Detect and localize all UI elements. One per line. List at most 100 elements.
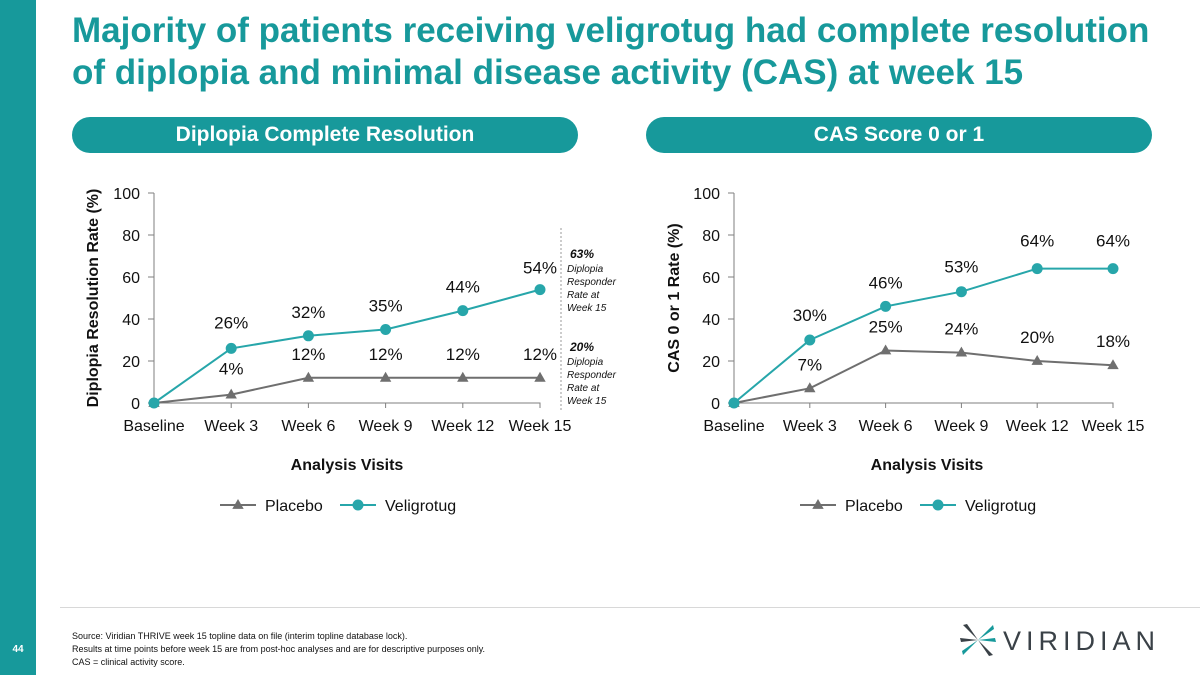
c1-y-tick-label: 80	[122, 228, 140, 245]
page-title: Majority of patients receiving veligrotu…	[72, 11, 1150, 92]
footer-divider	[60, 607, 1200, 608]
c1-veligrotug-point	[302, 330, 314, 342]
c1-annotation-pct: 20%	[569, 340, 594, 354]
c1-legend-placebo-label: Placebo	[265, 498, 323, 515]
c1-placebo-point	[457, 371, 469, 382]
c1-veligrotug-point	[457, 305, 469, 317]
c2-veligrotug-data-label: 64%	[1096, 232, 1130, 251]
c1-placebo-data-label: 12%	[523, 345, 557, 364]
page-number: 44	[12, 644, 24, 655]
c1-veligrotug-point	[225, 342, 237, 354]
c1-placebo-point	[534, 371, 546, 382]
c2-y-tick-label: 80	[702, 228, 720, 245]
c2-veligrotug-line	[733, 267, 1113, 404]
c1-veligrotug-point	[534, 284, 546, 296]
c1-annotation-line: Rate at	[567, 290, 600, 301]
c2-veligrotug-point	[880, 300, 892, 312]
c1-placebo-line	[153, 376, 540, 404]
c2-x-tick-label: Week 3	[783, 418, 837, 435]
c2-legend-placebo-label: Placebo	[845, 498, 903, 515]
c1-annotation-line: Week 15	[567, 396, 607, 407]
footnote-cas-definition: CAS = clinical activity score.	[72, 657, 185, 667]
c2-veligrotug-point	[1031, 263, 1043, 275]
c2-y-tick-label: 100	[693, 186, 720, 203]
c2-x-tick-label: Week 6	[859, 418, 913, 435]
c1-annotation-line: Diplopia	[567, 264, 604, 275]
footnote-posthoc: Results at time points before week 15 ar…	[72, 644, 486, 654]
c2-veligrotug-point	[728, 397, 740, 409]
c1-x-tick-label: Baseline	[123, 418, 184, 435]
c1-annotation-pct: 63%	[570, 247, 594, 261]
c2-veligrotug-point	[955, 286, 967, 298]
c1-placebo-point	[302, 371, 315, 382]
c2-placebo-point	[879, 344, 892, 355]
c2-legend-placebo-marker	[812, 499, 824, 509]
c2-veligrotug-data-label: 30%	[793, 306, 827, 325]
c2-placebo-point	[955, 346, 968, 357]
c2-placebo-line	[733, 349, 1114, 404]
panel-header-cas: CAS Score 0 or 1	[646, 117, 1152, 153]
c2-placebo-point	[1031, 355, 1043, 365]
c2-y-tick-label: 60	[702, 270, 720, 287]
c1-veligrotug-data-label: 54%	[523, 259, 557, 278]
c2-placebo-data-label: 24%	[944, 320, 978, 339]
c1-annotation-line: Responder	[567, 370, 617, 381]
c2-y-tick-label: 40	[702, 312, 720, 329]
c1-veligrotug-data-label: 44%	[446, 278, 480, 297]
c2-x-tick-label: Week 15	[1082, 418, 1145, 435]
viridian-logo-mark	[960, 624, 996, 656]
c1-x-tick-label: Week 15	[509, 418, 572, 435]
c1-placebo-data-label: 12%	[446, 345, 480, 364]
c1-y-axis-title: Diplopia Resolution Rate (%)	[85, 189, 102, 408]
c1-annotation-line: Rate at	[567, 383, 600, 394]
c1-veligrotug-point	[148, 397, 160, 409]
c1-veligrotug-point	[380, 324, 392, 335]
c1-annotation-line: Diplopia	[567, 357, 604, 368]
c2-x-axis-title: Analysis Visits	[871, 457, 984, 474]
c2-veligrotug-point	[1107, 263, 1119, 275]
c1-placebo-data-label: 4%	[219, 360, 244, 379]
c2-y-tick-label: 20	[702, 354, 720, 371]
c2-placebo-point	[1107, 359, 1119, 370]
c2-y-tick-label: 0	[711, 396, 720, 413]
c1-x-axis-title: Analysis Visits	[291, 457, 404, 474]
c1-placebo-point	[225, 388, 237, 399]
c2-x-tick-label: Week 12	[1006, 418, 1069, 435]
c2-veligrotug-data-label: 46%	[869, 273, 903, 292]
c2-placebo-data-label: 25%	[869, 318, 903, 337]
footnotes: Source: Viridian THRIVE week 15 topline …	[72, 630, 485, 669]
c1-veligrotug-data-label: 35%	[369, 297, 403, 316]
c2-legend-veligrotug-label: Veligrotug	[965, 498, 1036, 515]
c1-y-tick-label: 100	[113, 186, 140, 203]
c2-placebo-data-label: 20%	[1020, 328, 1054, 347]
c1-placebo-data-label: 12%	[291, 345, 325, 364]
c2-placebo-data-label: 18%	[1096, 332, 1130, 351]
c1-veligrotug-data-label: 26%	[214, 313, 248, 332]
c1-legend-veligrotug-label: Veligrotug	[385, 498, 456, 515]
c2-x-tick-label: Week 9	[934, 418, 988, 435]
c2-veligrotug-data-label: 53%	[944, 258, 978, 277]
c2-placebo-data-label: 7%	[798, 355, 823, 374]
c1-x-tick-label: Week 3	[204, 418, 258, 435]
viridian-logo-text: VIRIDIAN	[1003, 626, 1161, 656]
c1-x-tick-label: Week 9	[359, 418, 413, 435]
c1-y-tick-label: 20	[122, 354, 140, 371]
panel-header-diplopia: Diplopia Complete Resolution	[72, 117, 578, 153]
c1-placebo-point	[379, 371, 392, 382]
sidebar-accent	[0, 0, 36, 675]
c1-y-tick-label: 0	[131, 396, 140, 413]
c2-veligrotug-point	[804, 334, 816, 346]
c1-x-tick-label: Week 12	[431, 418, 494, 435]
c1-legend-veligrotug-marker	[352, 499, 364, 511]
c1-veligrotug-line	[153, 288, 541, 404]
c1-legend-placebo-marker	[232, 499, 244, 509]
c1-annotation-line: Week 15	[567, 303, 607, 314]
c1-x-tick-label: Week 6	[281, 418, 335, 435]
c1-annotation-line: Responder	[567, 277, 617, 288]
c2-placebo-point	[804, 382, 816, 393]
c1-veligrotug-data-label: 32%	[291, 303, 325, 322]
footnote-source: Source: Viridian THRIVE week 15 topline …	[72, 631, 408, 641]
c2-y-axis-title: CAS 0 or 1 Rate (%)	[666, 223, 683, 372]
c1-y-tick-label: 40	[122, 312, 140, 329]
